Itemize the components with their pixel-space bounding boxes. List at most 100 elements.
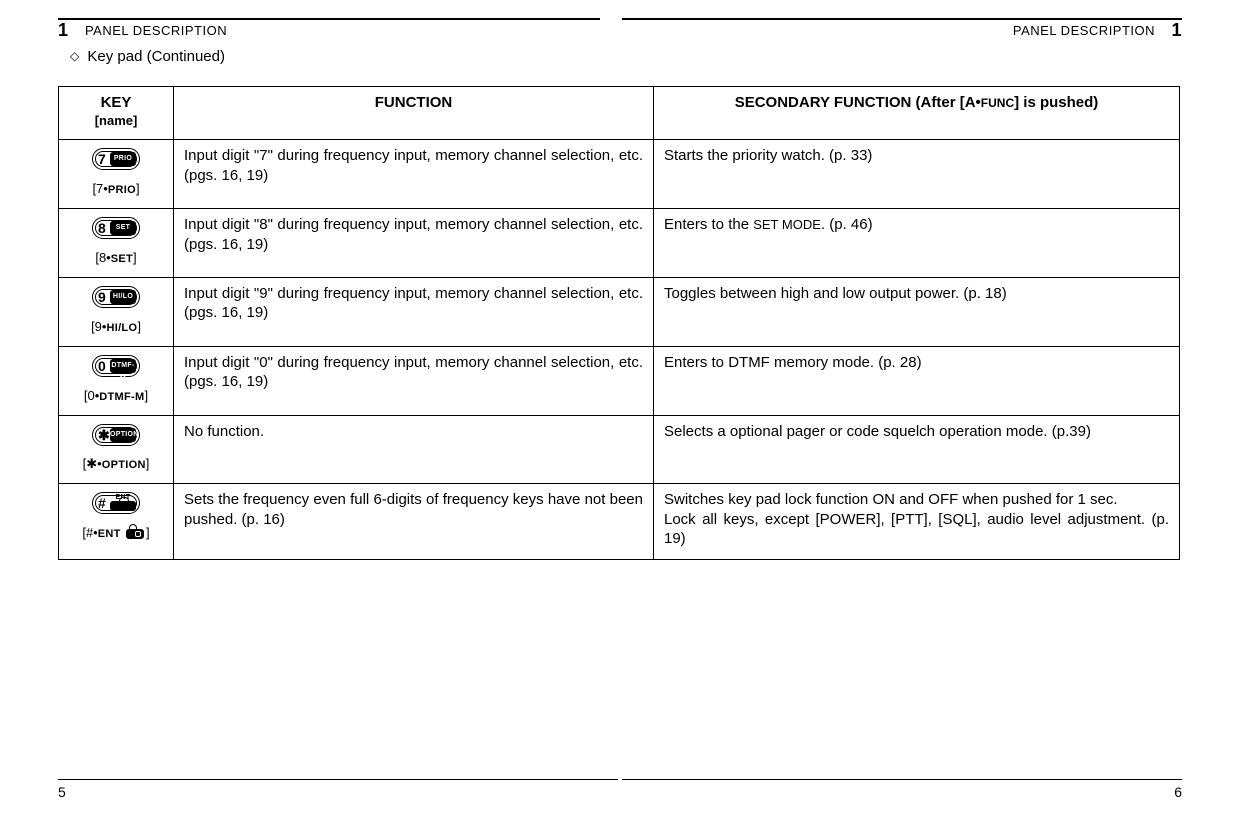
header-left: 1 PANEL DESCRIPTION [58, 20, 227, 41]
key-label-pre: [9• [91, 319, 106, 334]
key-label-pre: [#• [82, 525, 97, 540]
key-button-icon: 8 SET [92, 217, 140, 239]
table-row: 9HI/LO[9•HI/LO]Input digit "9" during fr… [59, 277, 1180, 346]
key-cell: 8SET[8•SET] [59, 209, 174, 278]
th-secondary: SECONDARY FUNCTION (After [A•FUNC] is pu… [654, 87, 1180, 140]
key-label-fn: HI/LO [106, 322, 137, 334]
secondary-cell: Enters to the SET MODE. (p. 46) [654, 209, 1180, 278]
sec-pre: Enters to the [664, 216, 753, 233]
key-digit: 8 [98, 218, 106, 238]
header-right-text: PANEL DESCRIPTION [1013, 23, 1155, 38]
key-badge: OPTION [110, 428, 136, 442]
header-right-num: 1 [1171, 20, 1182, 40]
key-label-fn: SET [111, 253, 133, 265]
key-cell: 0DTMF-M[0•DTMF-M] [59, 346, 174, 415]
sec-line: Enters to DTMF memory mode. (p. 28) [664, 353, 1169, 373]
header-left-num: 1 [58, 20, 69, 40]
keypad-table-wrap: KEY [name] FUNCTION SECONDARY FUNCTION (… [58, 86, 1180, 560]
key-label-fn: PRIO [108, 184, 136, 196]
key-digit: 0 [98, 356, 106, 376]
key-button-icon: ✱OPTION [92, 424, 140, 446]
sec-post: . (p. 46) [821, 216, 873, 233]
key-badge: PRIO [110, 152, 136, 166]
secondary-cell: Enters to DTMF memory mode. (p. 28) [654, 346, 1180, 415]
table-row: 7PRIO[7•PRIO]Input digit "7" during freq… [59, 140, 1180, 209]
key-label: [7•PRIO] [69, 181, 163, 198]
key-digit: # [98, 493, 106, 513]
key-cell: 7PRIO[7•PRIO] [59, 140, 174, 209]
th-secondary-after: (After [A• [911, 94, 980, 111]
key-label-post: ] [136, 181, 140, 196]
footer-rule-right [622, 779, 1182, 780]
lock-icon [110, 501, 136, 511]
key-label-post: ] [137, 319, 141, 334]
sec-line: Selects a optional pager or code squelch… [664, 422, 1169, 442]
key-label-fn: DTMF-M [99, 391, 144, 403]
key-cell: 9HI/LO[9•HI/LO] [59, 277, 174, 346]
diamond-icon: ◇ [70, 49, 79, 63]
key-digit: 9 [98, 287, 106, 307]
function-cell: Sets the frequency even full 6-digits of… [174, 484, 654, 560]
th-function-text: FUNCTION [375, 94, 453, 111]
key-cell: # ENT[#•ENT ] [59, 484, 174, 560]
secondary-cell: Selects a optional pager or code squelch… [654, 415, 1180, 484]
sec-line: Lock all keys, except [POWER], [PTT], [S… [664, 510, 1169, 549]
key-badge: SET [110, 221, 136, 235]
key-label-pre: [0• [84, 388, 99, 403]
key-button-icon: 9 HI/LO [92, 286, 140, 308]
secondary-cell: Starts the priority watch. (p. 33) [654, 140, 1180, 209]
key-label-post: ] [144, 388, 148, 403]
header-left-text: PANEL DESCRIPTION [85, 23, 227, 38]
key-label: [✱•OPTION] [69, 456, 163, 473]
key-label-fn: OPTION [102, 459, 146, 471]
lock-icon [126, 529, 144, 539]
key-label-post: ] [146, 456, 150, 471]
key-label: [#•ENT ] [69, 525, 163, 542]
key-badge: HI/LO [110, 290, 136, 304]
key-label: [8•SET] [69, 250, 163, 267]
key-cell: ✱OPTION[✱•OPTION] [59, 415, 174, 484]
keypad-table: KEY [name] FUNCTION SECONDARY FUNCTION (… [58, 86, 1180, 560]
footer-left: 5 [58, 784, 66, 800]
function-cell: Input digit "9" during frequency input, … [174, 277, 654, 346]
key-digit: ✱ [98, 425, 110, 445]
th-key-name: [name] [69, 113, 163, 130]
function-cell: Input digit "7" during frequency input, … [174, 140, 654, 209]
table-body: 7PRIO[7•PRIO]Input digit "7" during freq… [59, 140, 1180, 559]
key-label-pre: [8• [95, 250, 110, 265]
key-label-pre: [✱• [83, 456, 102, 471]
key-digit: 7 [98, 149, 106, 169]
key-label-fn: ENT [98, 528, 124, 540]
key-label-post: ] [146, 525, 150, 540]
function-cell: No function. [174, 415, 654, 484]
key-label: [0•DTMF-M] [69, 388, 163, 405]
key-label-pre: [7• [92, 181, 107, 196]
footer-right: 6 [1174, 784, 1182, 800]
sec-line: Starts the priority watch. (p. 33) [664, 146, 1169, 166]
th-key-key: KEY [69, 93, 163, 113]
function-cell: Input digit "0" during frequency input, … [174, 346, 654, 415]
th-secondary-func: FUNC [981, 96, 1014, 110]
subhead: ◇ Key pad (Continued) [70, 48, 225, 65]
footer-rule-left [58, 779, 618, 780]
th-function: FUNCTION [174, 87, 654, 140]
key-badge: DTMF-M [110, 359, 136, 373]
key-button-icon: 7 PRIO [92, 148, 140, 170]
table-row: ✱OPTION[✱•OPTION]No function.Selects a o… [59, 415, 1180, 484]
sec-line: Toggles between high and low output powe… [664, 284, 1169, 304]
table-row: 8SET[8•SET]Input digit "8" during freque… [59, 209, 1180, 278]
table-row: # ENT[#•ENT ] Sets the frequency even full… [59, 484, 1180, 560]
key-label: [9•HI/LO] [69, 319, 163, 336]
th-secondary-end: ] is pushed) [1014, 94, 1098, 111]
th-key: KEY [name] [59, 87, 174, 140]
subhead-text: Key pad (Continued) [87, 48, 225, 65]
sec-sc: SET MODE [753, 217, 821, 232]
key-label-post: ] [133, 250, 137, 265]
th-secondary-bold: SECONDARY FUNCTION [735, 94, 912, 111]
table-header-row: KEY [name] FUNCTION SECONDARY FUNCTION (… [59, 87, 1180, 140]
function-cell: Input digit "8" during frequency input, … [174, 209, 654, 278]
secondary-cell: Switches key pad lock function ON and OF… [654, 484, 1180, 560]
table-row: 0DTMF-M[0•DTMF-M]Input digit "0" during … [59, 346, 1180, 415]
sec-line: Switches key pad lock function ON and OF… [664, 490, 1169, 510]
header-right: PANEL DESCRIPTION 1 [1013, 20, 1182, 41]
